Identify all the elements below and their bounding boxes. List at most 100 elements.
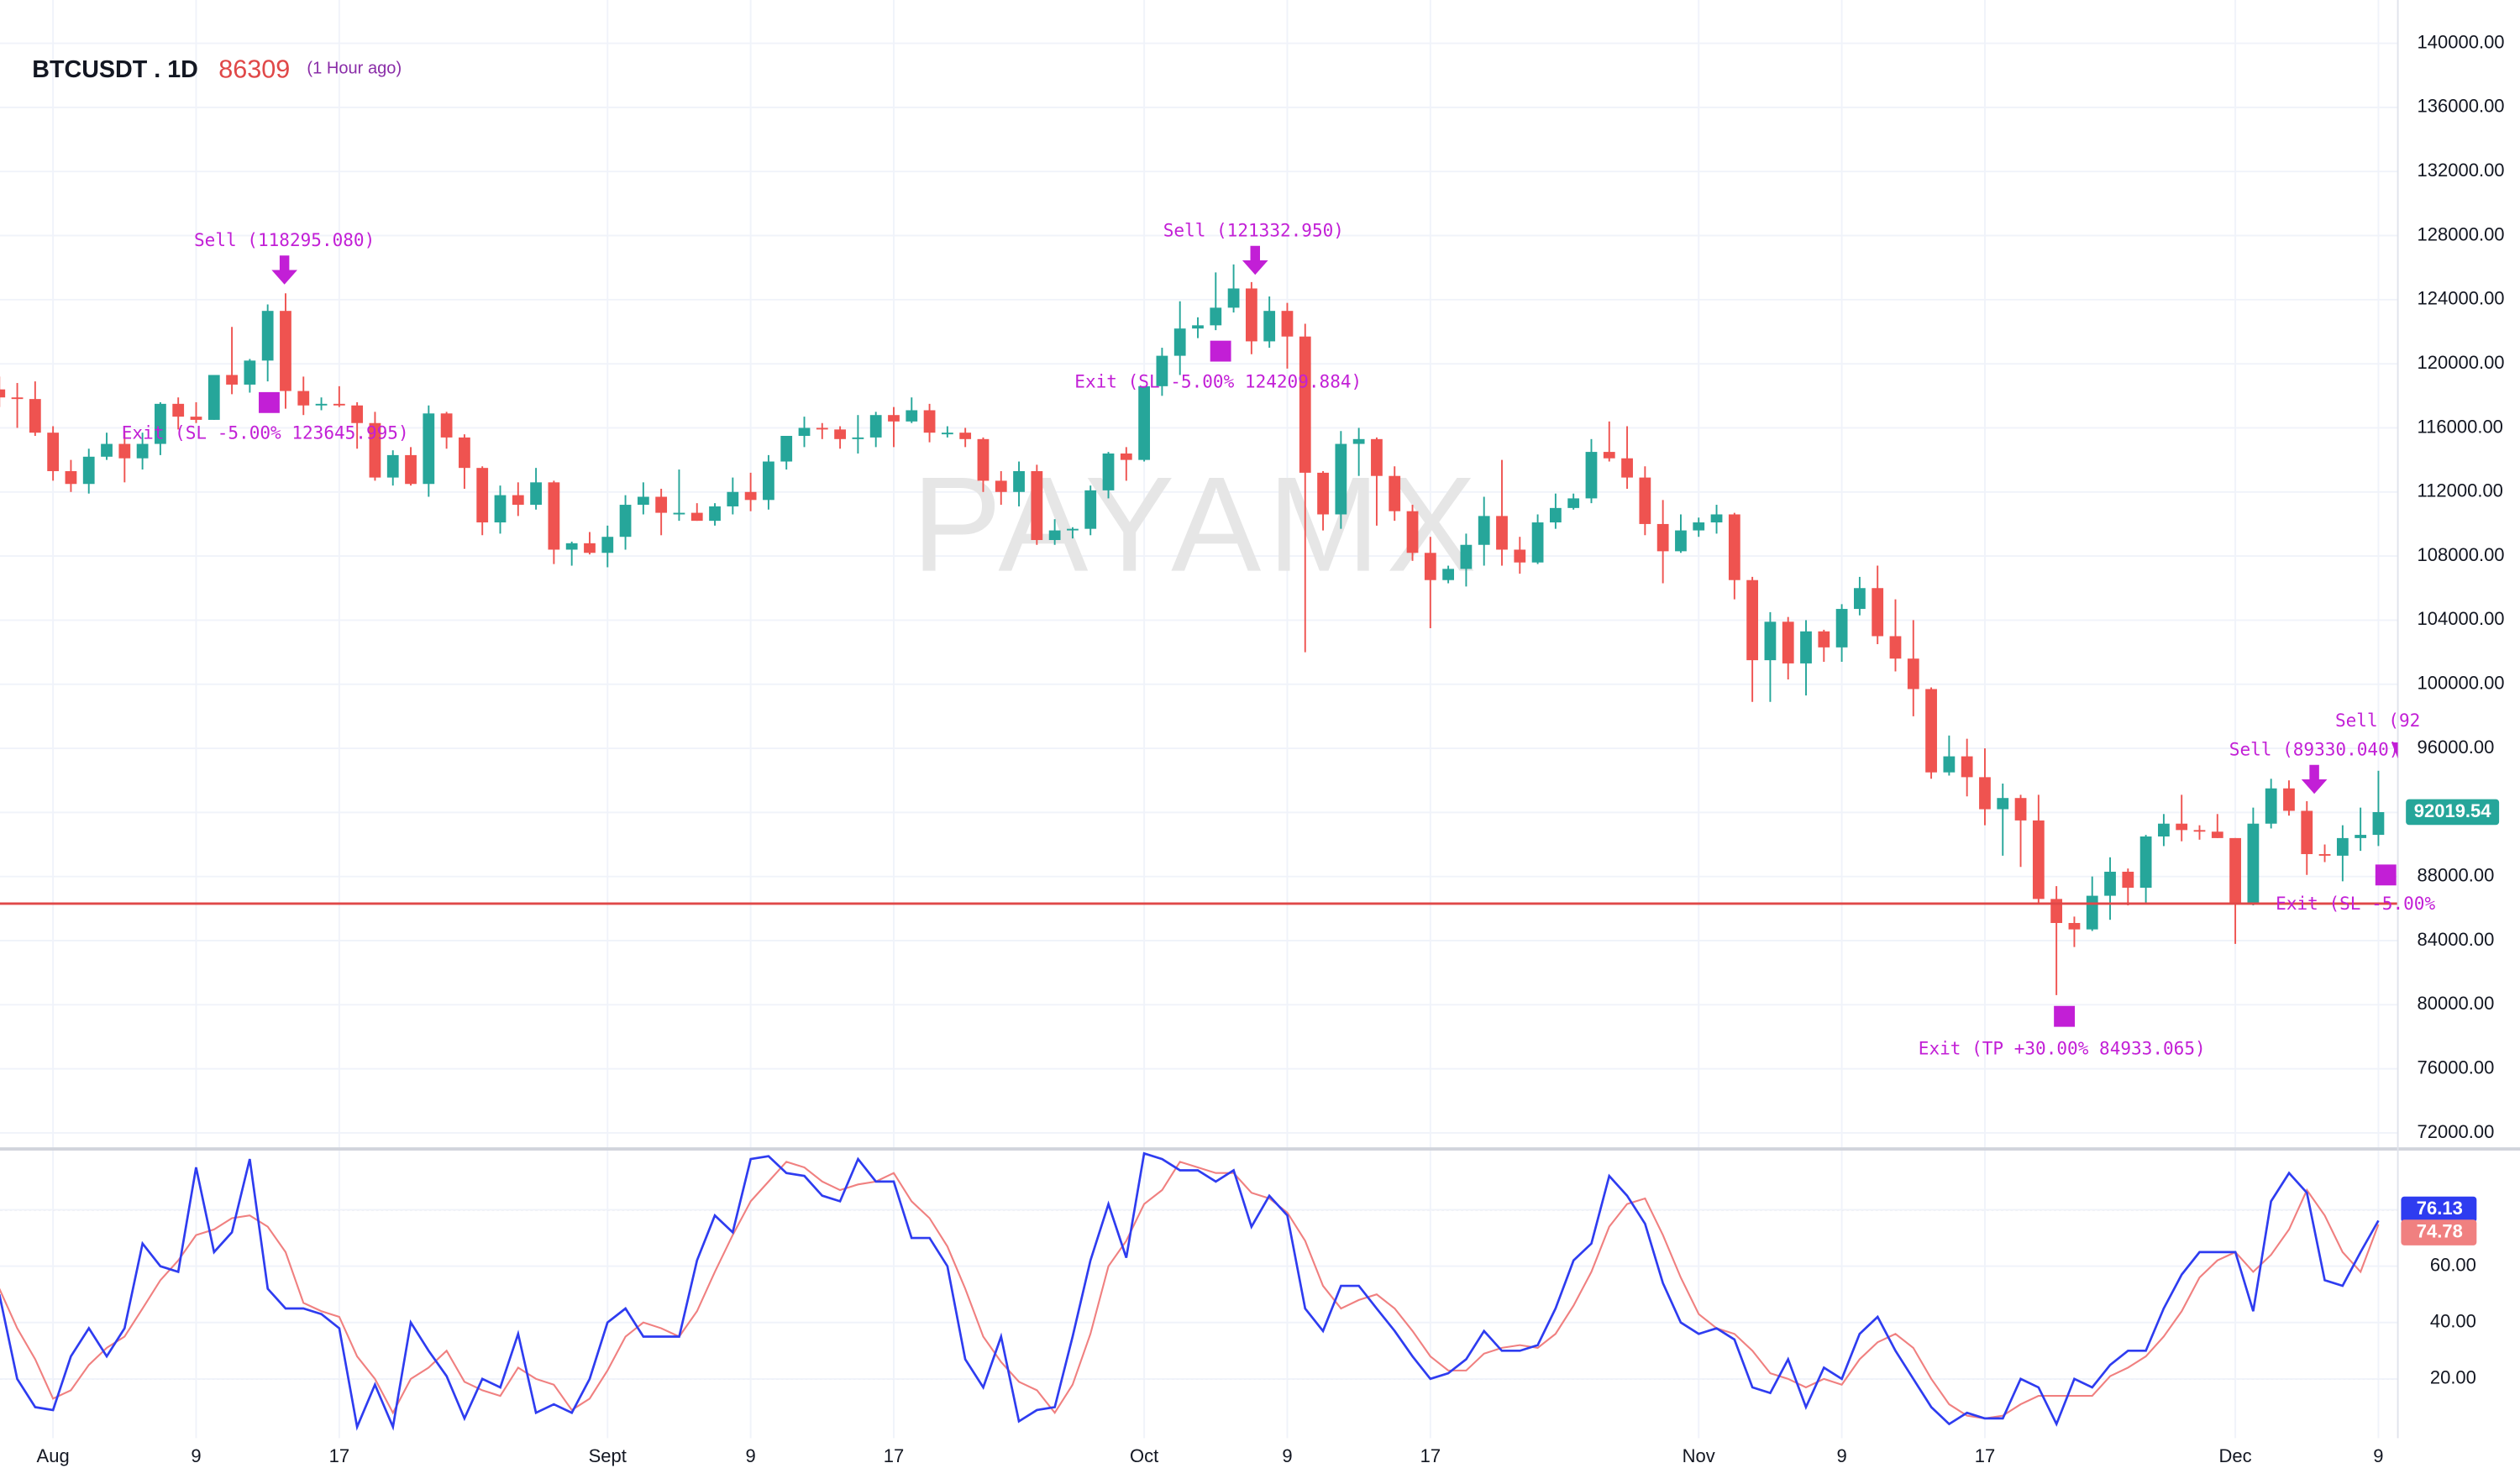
candle-body <box>1102 453 1115 490</box>
candle-body <box>280 311 291 391</box>
candle-body <box>1961 756 1973 778</box>
candle-body <box>2176 823 2188 831</box>
candle-body <box>47 433 60 471</box>
y-tick-label: 72000.00 <box>2418 1121 2495 1142</box>
candle-body <box>1371 438 1383 476</box>
candle-body <box>744 491 757 501</box>
candle-body <box>386 454 399 478</box>
candle-body <box>906 410 918 422</box>
candle-body <box>512 495 524 506</box>
candle-body <box>2139 836 2152 889</box>
sell-arrow <box>2301 764 2328 794</box>
candle-body <box>1281 311 1294 337</box>
signal-label: Sell (121332.950) <box>1163 220 1344 241</box>
candle-body <box>1263 311 1276 342</box>
update-time: (1 Hour ago) <box>307 60 402 78</box>
candle-body <box>619 505 632 537</box>
candle-body <box>2372 811 2385 836</box>
last-value-label: 76.13 <box>2417 1198 2463 1219</box>
candle-body <box>1710 514 1723 523</box>
candle-body <box>1210 307 1222 326</box>
y-tick-label: 60.00 <box>2430 1254 2476 1275</box>
last-value-box <box>2401 1219 2477 1245</box>
candle-body <box>190 417 202 420</box>
candle-body <box>816 427 828 430</box>
candle-body <box>1764 621 1777 661</box>
oscillator-pane <box>0 1151 2380 1431</box>
signal-label: Sell (92 <box>2335 710 2420 731</box>
candle-body <box>333 403 345 406</box>
candle-body <box>440 413 453 438</box>
exit-marker <box>2375 864 2397 886</box>
candle-body <box>1585 452 1598 499</box>
candle-body <box>1943 756 1956 773</box>
candle-body <box>1872 588 1884 637</box>
candle-body <box>727 491 739 506</box>
x-tick-label: Aug <box>37 1445 70 1466</box>
candle-body <box>1889 636 1902 659</box>
candle-body <box>2355 835 2367 838</box>
x-tick-label: 17 <box>1420 1445 1441 1466</box>
candle-body <box>1442 569 1455 580</box>
candle-body <box>459 437 470 469</box>
candle-body <box>1979 777 1991 810</box>
candle-body <box>1048 530 1061 541</box>
candle-body <box>2014 798 2027 821</box>
candle-body <box>2032 820 2045 899</box>
last-value-label: 74.78 <box>2417 1220 2463 1241</box>
y-tick-label: 128000.00 <box>2418 223 2505 244</box>
candle-body <box>1317 472 1329 515</box>
candle-body <box>2193 830 2206 832</box>
x-tick-label: 9 <box>746 1445 756 1466</box>
y-tick-label: 120000.00 <box>2418 352 2505 373</box>
candle-body <box>1567 498 1580 508</box>
candle-body <box>1227 288 1240 308</box>
candle-body <box>351 405 364 423</box>
candle-body <box>476 468 489 523</box>
candle-body <box>423 413 435 485</box>
candle-body <box>11 397 24 400</box>
candle-body <box>1352 438 1365 444</box>
x-tick-label: Oct <box>1130 1445 1158 1466</box>
candle-body <box>995 480 1007 492</box>
y-tick-label: 88000.00 <box>2418 864 2495 885</box>
price-pane <box>0 264 2398 995</box>
watermark: PAYAMX <box>911 450 1483 600</box>
candle-body <box>315 403 328 406</box>
candle-body <box>1603 452 1615 459</box>
candle-body <box>2336 837 2349 856</box>
candle-body <box>941 433 953 435</box>
candle-body <box>852 437 864 439</box>
candle-body <box>2068 923 2081 930</box>
candle-body <box>2229 837 2241 905</box>
candle-body <box>888 415 900 422</box>
candle-body <box>1656 523 1669 552</box>
candle-body <box>2122 871 2134 889</box>
candle-body <box>834 429 846 439</box>
y-tick-label: 80000.00 <box>2418 993 2495 1014</box>
candle-body <box>65 470 77 485</box>
candle-body <box>1013 470 1025 492</box>
candle-body <box>2318 853 2331 856</box>
candle-body <box>1406 511 1419 553</box>
candle-body <box>1835 609 1848 648</box>
y-tick-label: 20.00 <box>2430 1367 2476 1388</box>
candle-body <box>1156 355 1168 386</box>
candle-body <box>1067 528 1079 531</box>
candle-body <box>1460 544 1473 569</box>
candle-body <box>369 422 381 478</box>
candle-body <box>977 438 990 481</box>
candle-body <box>601 537 614 553</box>
last-price-box <box>2406 799 2500 826</box>
candle-body <box>155 403 166 444</box>
candle-body <box>1854 588 1866 610</box>
candle-body <box>1782 621 1794 663</box>
x-tick-label: Sept <box>589 1445 627 1466</box>
axes: 72000.00 76000.00 80000.00 84000.00 88000.00… <box>37 31 2505 1466</box>
candle-body <box>2050 899 2063 924</box>
candle-body <box>297 391 310 406</box>
candle-body <box>1675 530 1687 552</box>
candle-body <box>709 506 721 522</box>
x-tick-label: Dec <box>2219 1445 2252 1466</box>
